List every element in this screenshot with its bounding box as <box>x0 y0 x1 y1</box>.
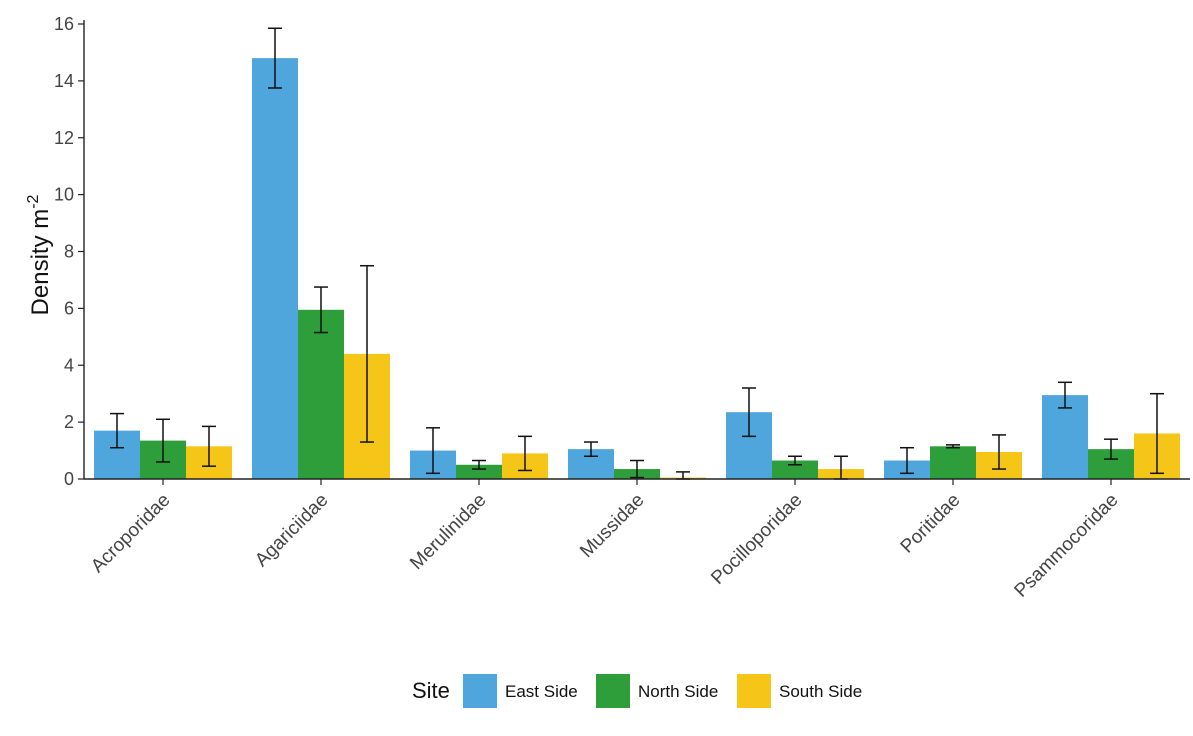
bar <box>298 309 344 479</box>
y-tick-label: 16 <box>54 14 74 34</box>
x-tick-label: Psammocoridae <box>1011 490 1123 602</box>
bar <box>772 460 818 479</box>
legend-title: Site <box>412 678 450 703</box>
y-tick-label: 2 <box>64 412 74 432</box>
legend-swatch <box>596 674 630 708</box>
y-axis-label: Density m-2 <box>25 194 54 315</box>
legend-swatch <box>463 674 497 708</box>
legend-label: South Side <box>779 682 862 701</box>
bar <box>930 446 976 479</box>
legend-swatch <box>737 674 771 708</box>
y-tick-label: 4 <box>64 355 74 375</box>
x-tick-label: Acroporidae <box>87 490 174 577</box>
x-tick-label: Merulinidae <box>406 490 490 574</box>
y-tick-label: 0 <box>64 469 74 489</box>
bar <box>1042 395 1088 479</box>
legend-label: North Side <box>638 682 718 701</box>
x-tick-label: Pocilloporidae <box>707 490 806 589</box>
legend-label: East Side <box>505 682 578 701</box>
y-tick-label: 14 <box>54 71 74 91</box>
x-tick-label: Agariciidae <box>251 490 332 571</box>
y-tick-label: 8 <box>64 242 74 262</box>
x-tick-label: Poritidae <box>897 490 965 558</box>
y-tick-label: 10 <box>54 185 74 205</box>
bar <box>252 58 298 479</box>
y-tick-label: 6 <box>64 298 74 318</box>
y-tick-label: 12 <box>54 128 74 148</box>
bar <box>456 464 502 479</box>
x-tick-label: Mussidae <box>576 490 648 562</box>
